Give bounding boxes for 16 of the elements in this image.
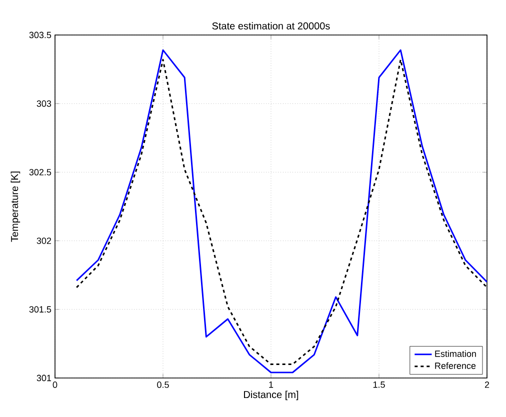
chart-title: State estimation at 20000s xyxy=(212,22,330,30)
y-tick-label: 301 xyxy=(36,374,52,382)
x-tick-label: 1.5 xyxy=(373,382,385,388)
x-tick-label: 1 xyxy=(269,382,274,388)
y-tick-label: 303 xyxy=(36,100,52,107)
y-tick-label: 302.5 xyxy=(29,169,52,176)
y-tick-label: 303.5 xyxy=(29,32,52,38)
x-axis-title: Distance [m] xyxy=(244,390,298,400)
y-tick-label: 302 xyxy=(36,238,52,244)
y-tick-label: 301.5 xyxy=(29,306,52,313)
legend-label: Estimation xyxy=(435,350,476,357)
x-tick-label: 0.5 xyxy=(157,382,169,388)
x-tick-label: 2 xyxy=(484,382,490,388)
y-axis-title: Temperature [K] xyxy=(10,172,20,242)
x-tick-label: 0 xyxy=(52,382,58,388)
legend-label: Reference xyxy=(435,362,476,369)
